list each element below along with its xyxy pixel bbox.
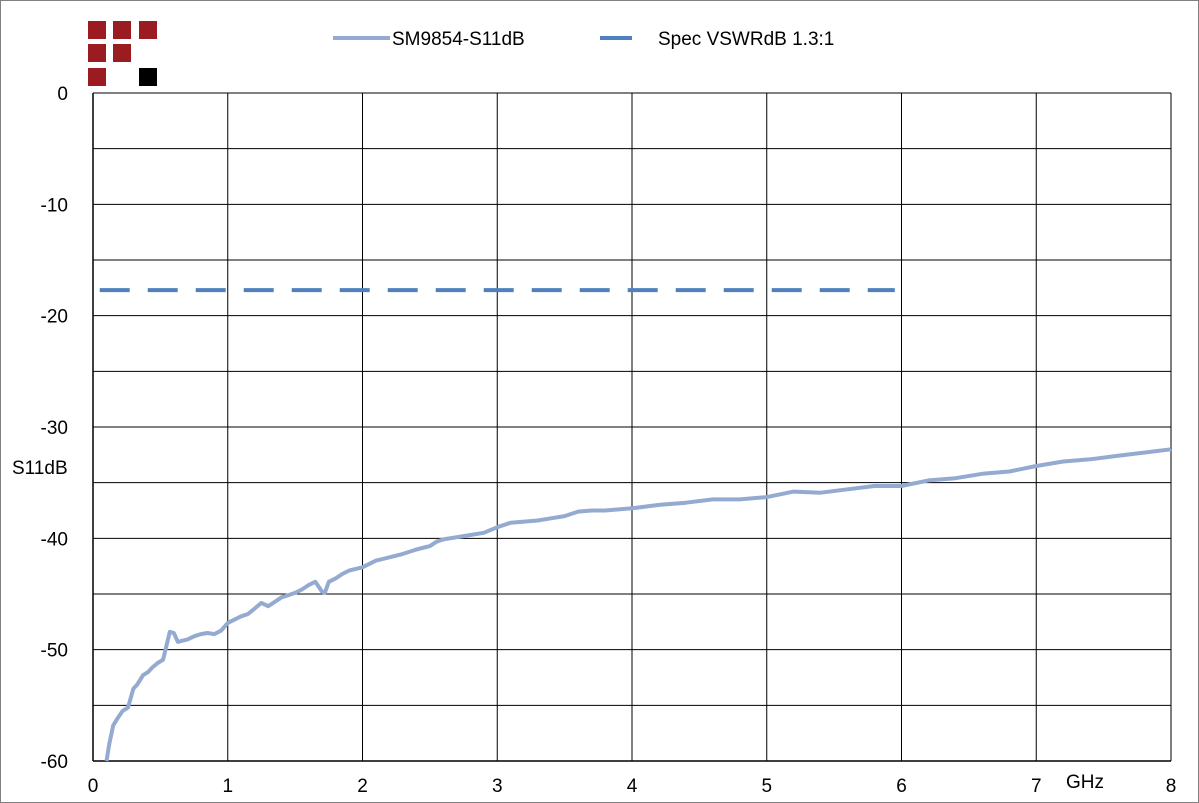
y-tick-label: -20 (41, 307, 68, 328)
x-tick-label: 7 (1031, 776, 1042, 797)
axis-ticks: 0 1 2 3 4 5 6 7 8 0 -10 -20 -30 -40 -50 -60 (41, 84, 1177, 797)
series-line-sm9854-s11db (104, 447, 1172, 762)
y-tick-label: 0 (57, 84, 68, 105)
logo-square (139, 21, 157, 39)
logo-square (113, 21, 131, 39)
brand-logo (88, 21, 157, 86)
legend-label-sm9854: SM9854-S11dB (392, 29, 525, 50)
x-tick-label: 1 (222, 776, 233, 797)
y-tick-label: -30 (41, 418, 68, 439)
x-tick-label: 2 (357, 776, 368, 797)
plot-grid (92, 92, 1172, 762)
x-tick-label: 0 (88, 776, 99, 797)
x-tick-label: 8 (1166, 776, 1177, 797)
logo-square (88, 44, 106, 62)
y-tick-label: -10 (41, 195, 68, 216)
y-tick-label: -50 (41, 641, 68, 662)
logo-square (113, 44, 131, 62)
y-tick-label: -60 (41, 752, 68, 773)
x-axis-title: GHz (1066, 772, 1104, 793)
x-tick-label: 4 (627, 776, 638, 797)
plot-series (99, 288, 1172, 762)
x-tick-label: 6 (896, 776, 907, 797)
legend-label-spec: Spec VSWRdB 1.3:1 (658, 29, 834, 50)
y-tick-label: -40 (41, 529, 68, 550)
y-axis-title: S11dB (12, 458, 68, 479)
x-tick-label: 3 (492, 776, 503, 797)
logo-square (88, 68, 106, 86)
logo-square-black (139, 68, 157, 86)
logo-square (88, 21, 106, 39)
legend: SM9854-S11dB Spec VSWRdB 1.3:1 (333, 29, 834, 50)
x-tick-label: 5 (761, 776, 772, 797)
